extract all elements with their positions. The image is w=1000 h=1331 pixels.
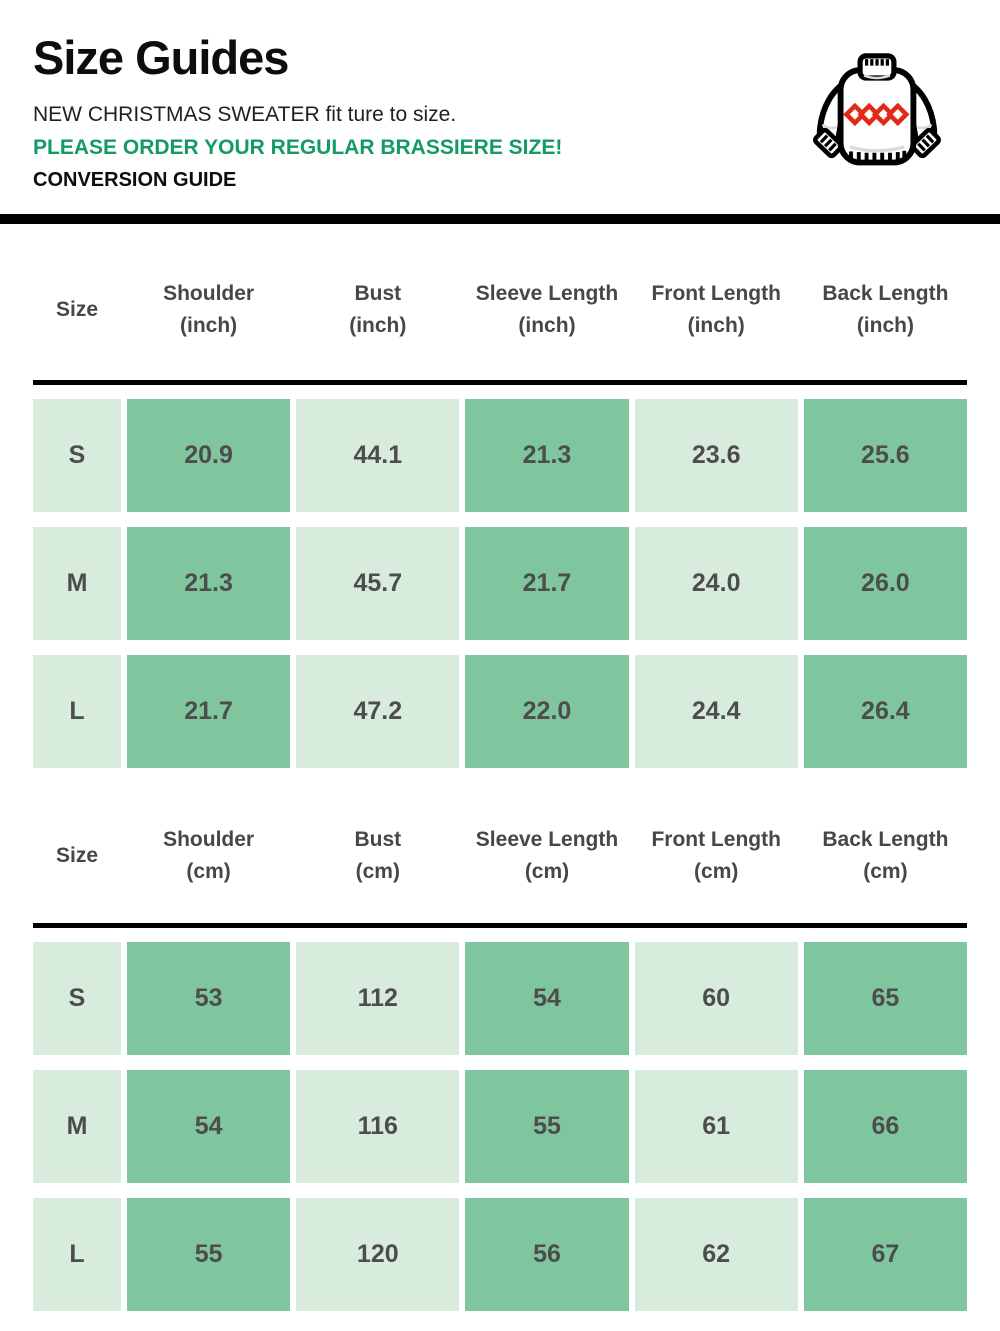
col-header-front-length: Front Length (cm) (635, 824, 798, 887)
cell-shoulder: 55 (127, 1198, 291, 1311)
cell-size: L (33, 1198, 121, 1311)
cell-front-length: 24.0 (634, 527, 798, 640)
col-header-label: Bust (354, 282, 402, 305)
col-header-sleeve-length: Sleeve Length (cm) (465, 824, 628, 887)
cell-back-length: 67 (803, 1198, 967, 1311)
cell-back-length: 26.0 (803, 527, 967, 640)
size-table-cm: Size Shoulder (cm) Bust (cm) Sleeve Leng… (33, 768, 967, 1311)
col-header-bust: Bust (inch) (296, 278, 459, 341)
cell-size: M (33, 527, 121, 640)
col-header-back-length: Back Length (inch) (804, 278, 967, 341)
cell-bust: 47.2 (296, 655, 460, 768)
cell-back-length: 66 (803, 1070, 967, 1183)
table-row-s: S 20.9 44.1 21.3 23.6 25.6 (33, 399, 967, 512)
cell-front-length: 61 (634, 1070, 798, 1183)
col-header-label: Sleeve Length (475, 828, 619, 851)
cell-bust: 116 (296, 1070, 460, 1183)
col-header-unit: (inch) (180, 313, 238, 337)
col-header-front-length: Front Length (inch) (635, 278, 798, 341)
col-header-back-length: Back Length (cm) (804, 824, 967, 887)
col-header-unit: (inch) (856, 313, 914, 337)
cell-bust: 112 (296, 942, 460, 1055)
cell-shoulder: 54 (127, 1070, 291, 1183)
table-body: S 53 112 54 60 65 M 54 116 55 61 66 L 55… (33, 928, 967, 1311)
col-header-bust: Bust (cm) (296, 824, 459, 887)
col-header-label: Back Length (822, 282, 949, 305)
table-header-divider (33, 380, 967, 385)
cell-size: S (33, 399, 121, 512)
col-header-label: Front Length (651, 828, 781, 851)
col-header-label: Shoulder (163, 282, 255, 305)
col-header-label: Back Length (822, 828, 949, 851)
col-header-unit: (cm) (524, 859, 570, 883)
cell-front-length: 23.6 (634, 399, 798, 512)
table-row-m: M 21.3 45.7 21.7 24.0 26.0 (33, 527, 967, 640)
col-header-unit: (inch) (687, 313, 745, 337)
christmas-sweater-icon (813, 53, 941, 166)
top-divider-bar (0, 214, 1000, 224)
cell-back-length: 65 (803, 942, 967, 1055)
page-title: Size Guides (33, 31, 289, 84)
cell-size: L (33, 655, 121, 768)
cell-shoulder: 21.7 (127, 655, 291, 768)
table-body: S 20.9 44.1 21.3 23.6 25.6 M 21.3 45.7 2… (33, 385, 967, 768)
cell-sleeve-length: 22.0 (465, 655, 629, 768)
col-header-label: Size (55, 843, 99, 867)
cell-back-length: 26.4 (803, 655, 967, 768)
col-header-label: Front Length (651, 282, 781, 305)
conversion-guide-label: CONVERSION GUIDE (33, 169, 237, 191)
cell-front-length: 62 (634, 1198, 798, 1311)
cell-back-length: 25.6 (803, 399, 967, 512)
col-header-unit: (inch) (518, 313, 576, 337)
col-header-label: Bust (354, 828, 402, 851)
table-header-row: Size Shoulder (inch) Bust (inch) Sleeve … (33, 224, 967, 380)
table-row-s: S 53 112 54 60 65 (33, 942, 967, 1055)
cell-shoulder: 20.9 (127, 399, 291, 512)
diamond-pattern (843, 102, 910, 127)
cell-shoulder: 21.3 (127, 527, 291, 640)
col-header-shoulder: Shoulder (inch) (127, 278, 290, 341)
col-header-sleeve-length: Sleeve Length (inch) (465, 278, 628, 341)
col-header-unit: (cm) (355, 859, 400, 883)
cell-size: S (33, 942, 121, 1055)
col-header-shoulder: Shoulder (cm) (127, 824, 290, 887)
col-header-size: Size (33, 278, 121, 341)
col-header-label: Sleeve Length (475, 282, 619, 305)
table-header-row: Size Shoulder (cm) Bust (cm) Sleeve Leng… (33, 768, 967, 923)
cell-sleeve-length: 54 (465, 942, 629, 1055)
cell-sleeve-length: 56 (465, 1198, 629, 1311)
page-header: Size Guides NEW CHRISTMAS SWEATER fit tu… (0, 0, 1000, 192)
cell-front-length: 24.4 (634, 655, 798, 768)
fit-subtitle: NEW CHRISTMAS SWEATER fit ture to size. (33, 103, 457, 126)
table-row-m: M 54 116 55 61 66 (33, 1070, 967, 1183)
size-table-inch: Size Shoulder (inch) Bust (inch) Sleeve … (33, 224, 967, 768)
cell-sleeve-length: 55 (465, 1070, 629, 1183)
col-header-unit: (cm) (186, 859, 231, 883)
cell-bust: 45.7 (296, 527, 460, 640)
cell-size: M (33, 1070, 121, 1183)
col-header-size: Size (33, 824, 121, 887)
col-header-unit: (inch) (349, 313, 407, 337)
cell-shoulder: 53 (127, 942, 291, 1055)
col-header-unit: (cm) (694, 859, 739, 883)
col-header-unit: (cm) (863, 859, 908, 883)
table-row-l: L 21.7 47.2 22.0 24.4 26.4 (33, 655, 967, 768)
col-header-label: Shoulder (163, 828, 255, 851)
cell-sleeve-length: 21.3 (465, 399, 629, 512)
cell-bust: 44.1 (296, 399, 460, 512)
col-header-label: Size (55, 297, 99, 321)
table-row-l: L 55 120 56 62 67 (33, 1198, 967, 1311)
order-notice: PLEASE ORDER YOUR REGULAR BRASSIERE SIZE… (33, 136, 563, 159)
cell-sleeve-length: 21.7 (465, 527, 629, 640)
table-header-divider (33, 923, 967, 928)
cell-front-length: 60 (634, 942, 798, 1055)
cell-bust: 120 (296, 1198, 460, 1311)
